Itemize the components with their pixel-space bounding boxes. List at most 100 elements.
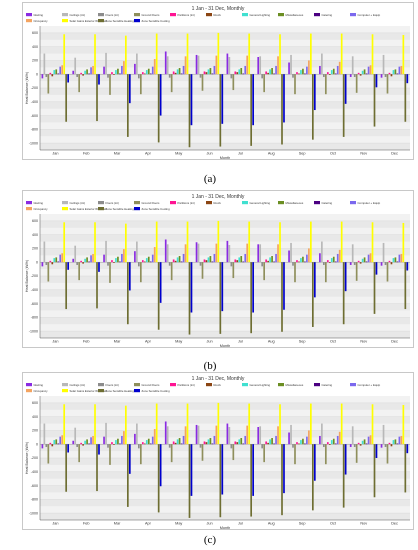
bar [117, 438, 119, 445]
bar [294, 262, 296, 283]
bar [384, 74, 387, 77]
bar [340, 33, 343, 75]
bar [123, 431, 125, 445]
bar [51, 444, 54, 447]
bar [57, 73, 60, 75]
bar [386, 444, 389, 464]
bar [298, 443, 300, 445]
grid-band [40, 430, 410, 438]
bar [141, 260, 144, 263]
bar [51, 262, 54, 265]
bar [215, 425, 218, 445]
bar [134, 63, 136, 75]
bar [277, 426, 279, 445]
bar [115, 258, 117, 263]
bar [388, 442, 391, 445]
bar [313, 444, 316, 481]
bar [88, 443, 90, 445]
bar [76, 74, 79, 77]
x-tick-label: Oct [330, 340, 337, 344]
bar [384, 262, 387, 265]
bar [159, 444, 162, 487]
bar [65, 444, 68, 492]
bar [159, 262, 162, 303]
bar [304, 73, 306, 75]
bar [292, 74, 294, 78]
bar [338, 249, 341, 263]
bar [259, 56, 262, 75]
bar [139, 262, 142, 283]
bar [65, 262, 68, 310]
bar [230, 444, 233, 449]
bar [265, 441, 267, 445]
bar [288, 250, 290, 263]
grid-band [40, 248, 410, 256]
x-tick-label: Sep [299, 340, 306, 344]
legend-label: Partitions (int) [178, 383, 195, 387]
bar [349, 444, 352, 447]
bar [88, 73, 90, 75]
legend-label: Ground Floors [142, 13, 160, 17]
x-tick-label: Jan [52, 152, 58, 156]
bar [404, 444, 407, 493]
x-tick-label: Sep [299, 152, 306, 156]
bar [188, 74, 191, 148]
y-tick-label: -1000 [29, 329, 38, 333]
bar [94, 34, 96, 75]
y-tick-label: 600 [32, 219, 38, 223]
bar [252, 74, 254, 126]
y-tick-label: -800 [31, 316, 38, 320]
grid-band [40, 115, 410, 123]
y-tick-label: -600 [31, 302, 38, 306]
bar [311, 444, 314, 511]
bar [267, 260, 269, 263]
bar [139, 444, 142, 465]
bar [375, 444, 378, 458]
bar [109, 262, 111, 283]
y-tick-label: 400 [32, 45, 38, 49]
bar [153, 247, 156, 263]
bar [203, 71, 206, 75]
legend-swatch [278, 201, 284, 205]
bar [336, 65, 339, 75]
bar [311, 74, 314, 140]
bar [186, 33, 189, 75]
bar [246, 55, 249, 75]
bar [176, 69, 179, 75]
bar [184, 56, 187, 75]
bar [369, 435, 372, 445]
bar [209, 68, 212, 75]
bar [300, 70, 302, 75]
bar [172, 71, 175, 75]
bar [113, 74, 115, 75]
bar [170, 262, 173, 281]
bar [109, 444, 111, 465]
bar [279, 34, 281, 75]
bar [357, 72, 360, 75]
bar [365, 73, 368, 75]
y-tick-label: -200 [31, 274, 38, 278]
bar [263, 444, 266, 463]
bar [271, 68, 273, 75]
bar [263, 74, 266, 93]
bar [115, 440, 117, 445]
bar [184, 426, 187, 445]
bar [306, 436, 308, 445]
bar [76, 262, 79, 265]
bar [168, 74, 171, 78]
legend-swatch [26, 201, 32, 205]
bar [355, 262, 358, 281]
bar [215, 243, 218, 263]
bar [151, 254, 154, 263]
grid-band [40, 234, 410, 242]
bar [164, 239, 167, 263]
bar [308, 248, 310, 263]
bar [380, 262, 383, 266]
bar [390, 262, 393, 265]
bar [55, 69, 58, 75]
legend-label: Glazing [34, 13, 44, 17]
bar [195, 242, 198, 263]
y-tick-label: -200 [31, 456, 38, 460]
bar [382, 242, 385, 263]
bar [151, 66, 154, 75]
